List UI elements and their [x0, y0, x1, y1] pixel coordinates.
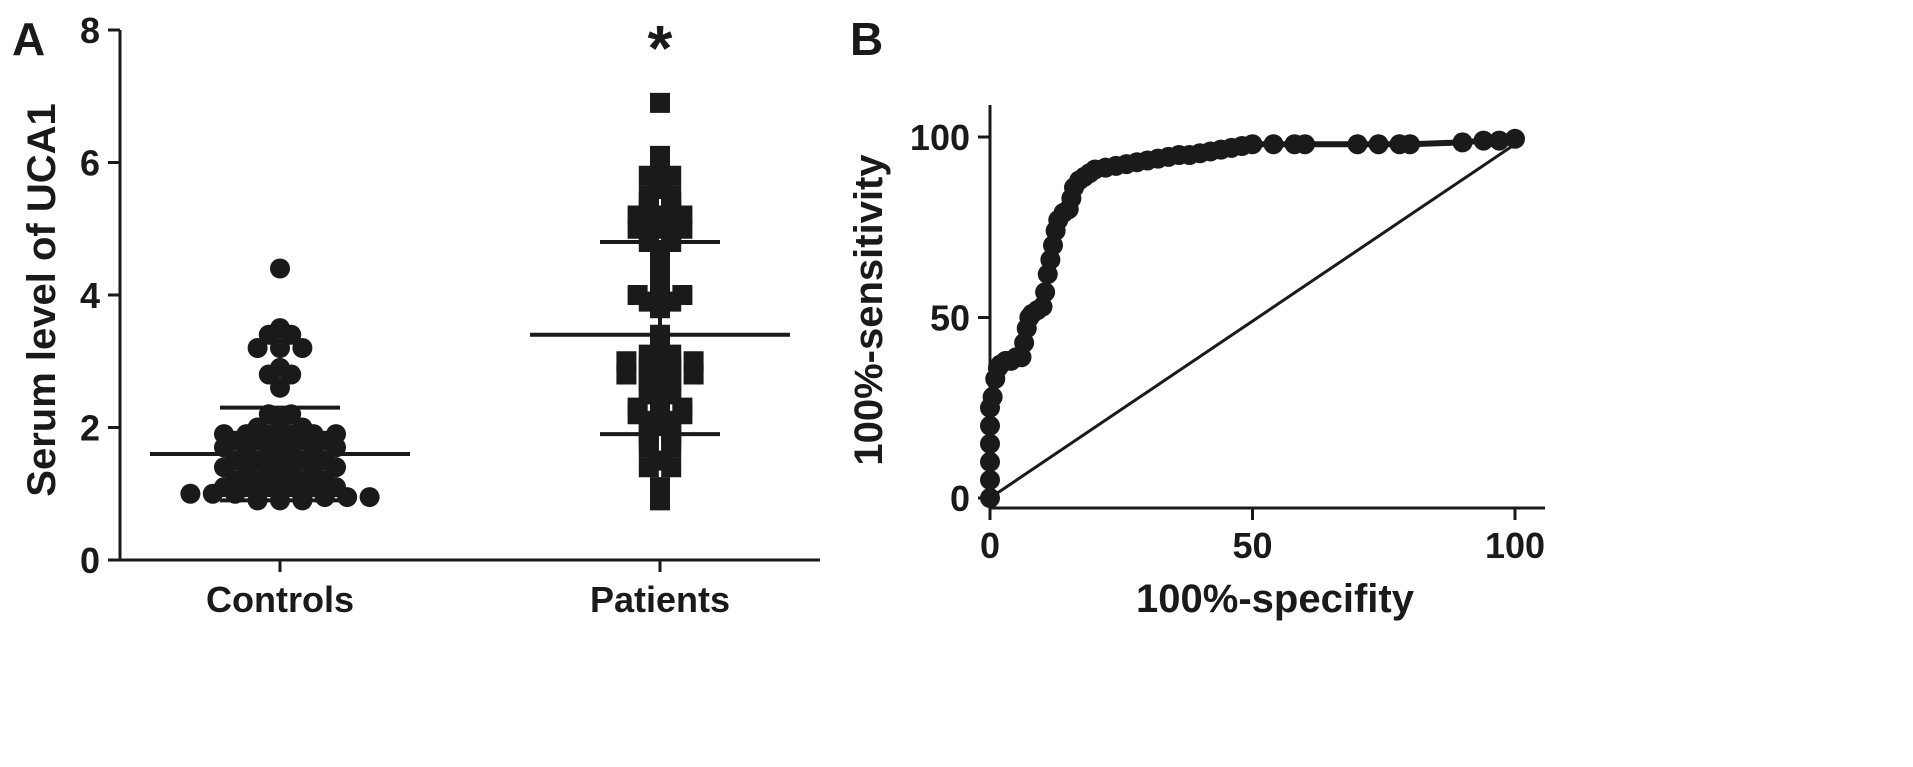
roc-point — [982, 386, 1003, 407]
control-point — [326, 477, 346, 498]
patient-point — [683, 364, 704, 385]
control-point — [270, 338, 290, 358]
roc-point — [980, 469, 1000, 490]
patient-point — [650, 490, 670, 511]
patient-point — [650, 92, 670, 113]
panel-b-label: B — [850, 13, 883, 65]
x-tick-label: 0 — [980, 525, 1000, 566]
panel-a-points — [180, 92, 704, 511]
y-tick-label: 8 — [80, 10, 100, 51]
panel-a-x-ticks: Controls Patients — [206, 560, 730, 620]
control-point — [359, 487, 380, 508]
control-point — [258, 477, 279, 498]
y-tick-label: 6 — [80, 143, 100, 184]
control-point — [247, 338, 268, 358]
panel-b-diagonal — [989, 142, 1516, 500]
panel-b: B 100%-sensitivity 100%-specifity 0 50 100… — [847, 13, 1545, 621]
panel-a-y-ticks: 0 2 4 6 8 — [80, 10, 120, 581]
control-point — [281, 477, 302, 498]
y-tick-label: 0 — [950, 478, 970, 519]
patient-point — [638, 457, 659, 478]
roc-point — [1400, 134, 1420, 155]
panel-b-x-ticks: 0 50 100 — [980, 508, 1545, 566]
roc-point — [1489, 130, 1510, 151]
roc-point — [980, 451, 1000, 472]
control-point — [270, 318, 290, 339]
control-point — [236, 477, 257, 498]
control-point — [180, 483, 201, 504]
control-point — [292, 338, 313, 358]
control-point — [214, 457, 234, 478]
panel-b-y-axis-title: 100%-sensitivity — [847, 154, 891, 466]
roc-point — [1452, 132, 1473, 153]
panel-b-x-axis-title: 100%-specifity — [1136, 577, 1415, 621]
control-point — [281, 364, 302, 385]
x-tick-label: Controls — [206, 579, 354, 620]
x-tick-label: 50 — [1232, 525, 1272, 566]
panel-a-mean-sd-bars — [150, 240, 790, 503]
panel-a: A Serum level of UCA1 0 2 4 6 8 Controls Pati… — [12, 10, 820, 620]
roc-point — [1505, 128, 1525, 149]
y-tick-label: 100 — [910, 117, 970, 158]
control-point — [214, 477, 234, 498]
roc-point — [1295, 134, 1315, 155]
panel-b-y-ticks: 0 50 100 — [910, 117, 990, 519]
panel-a-y-axis-title: Serum level of UCA1 — [20, 103, 64, 496]
panel-a-label: A — [12, 13, 45, 65]
roc-point — [1368, 134, 1389, 155]
roc-point — [1242, 134, 1263, 155]
control-point — [326, 457, 346, 478]
y-tick-label: 50 — [930, 298, 970, 339]
roc-point — [1263, 134, 1284, 155]
significance-star: * — [648, 12, 673, 84]
y-tick-label: 4 — [80, 275, 100, 316]
patient-point — [616, 364, 637, 385]
control-point — [258, 364, 279, 385]
y-tick-label: 0 — [80, 540, 100, 581]
control-point — [303, 477, 324, 498]
reference-diagonal-line — [989, 142, 1516, 500]
roc-point — [1473, 130, 1494, 151]
roc-point — [980, 488, 1000, 508]
control-point — [270, 377, 290, 398]
roc-point — [1035, 282, 1056, 303]
x-tick-label: 100 — [1485, 525, 1545, 566]
panel-b-roc-curve — [980, 128, 1525, 508]
patient-point — [650, 145, 670, 166]
x-tick-label: Patients — [590, 579, 730, 620]
roc-point — [1347, 134, 1368, 155]
control-point — [270, 258, 290, 279]
roc-point — [980, 415, 1000, 436]
y-tick-label: 2 — [80, 408, 100, 449]
roc-point — [980, 433, 1000, 454]
patient-point — [661, 457, 682, 478]
